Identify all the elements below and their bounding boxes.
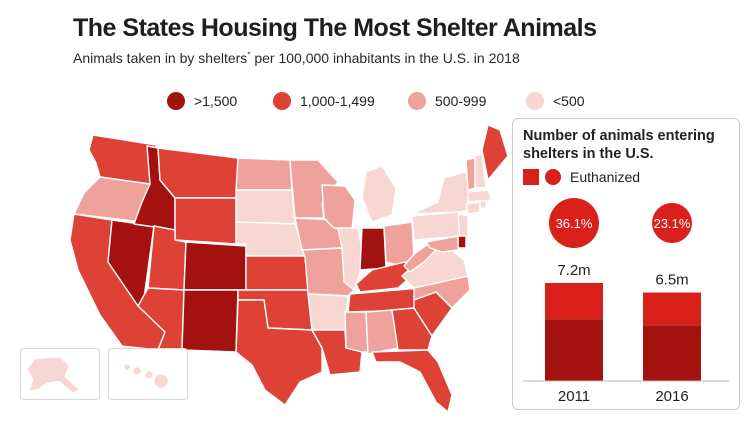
state-CT	[465, 201, 481, 215]
state-MI	[361, 165, 397, 223]
state-ND	[235, 157, 293, 191]
legend-label: 500-999	[435, 93, 487, 109]
alaska-inset	[20, 348, 100, 400]
state-CO	[183, 241, 247, 291]
legend-item: >1,500	[167, 92, 237, 110]
panel-title: Number of animals entering shelters in t…	[523, 128, 715, 162]
state-HI	[123, 363, 169, 389]
state-OR	[73, 176, 151, 223]
state-DE	[457, 235, 467, 249]
state-NJ	[457, 213, 469, 241]
hawaii-inset	[108, 348, 188, 400]
map-legend: >1,500 1,000-1,499 500-999 <500	[0, 92, 750, 114]
bar-euthanized-segment	[545, 283, 603, 320]
state-SD	[235, 189, 296, 225]
legend-label: 1,000-1,499	[300, 93, 375, 109]
legend-swatch	[167, 92, 185, 110]
legend-item: <500	[526, 92, 585, 110]
state-AK	[26, 356, 80, 394]
state-NE	[235, 221, 306, 257]
euthanized-percent-bubble	[549, 198, 599, 248]
subtitle-text: Animals taken in by shelters	[73, 50, 248, 66]
state-AR	[307, 293, 349, 331]
state-KS	[245, 255, 309, 291]
legend-item: 1,000-1,499	[273, 92, 375, 110]
state-GA	[391, 307, 433, 351]
state-NM	[181, 289, 239, 353]
bar-value-label: 7.2m	[557, 262, 590, 279]
state-ME	[481, 124, 509, 181]
bar-chart: 7.2m 36.1% 2011 6.5m 23.1% 2016	[523, 198, 729, 405]
page-title: The States Housing The Most Shelter Anim…	[73, 14, 597, 42]
legend-item: 500-999	[408, 92, 486, 110]
state-PA	[411, 211, 463, 241]
state-NH	[474, 153, 487, 189]
euthanized-percent-label: 23.1%	[654, 216, 691, 231]
footnote-marker: *	[247, 50, 251, 60]
legend-swatch	[408, 92, 426, 110]
year-label: 2011	[558, 388, 590, 405]
subtitle: Animals taken in by shelters* per 100,00…	[73, 50, 520, 66]
state-MS	[344, 311, 369, 353]
euthanized-square-swatch	[523, 169, 539, 185]
year-label: 2016	[655, 388, 688, 405]
legend-swatch	[526, 92, 544, 110]
state-FL	[371, 349, 453, 413]
bar-remaining-segment	[545, 319, 603, 381]
subtitle-rest: per 100,000 inhabitants in the U.S. in 2…	[250, 50, 520, 66]
state-IN	[359, 227, 387, 271]
state-MD	[425, 235, 459, 253]
euthanized-percent-label: 36.1%	[556, 216, 593, 231]
legend-label: >1,500	[194, 93, 238, 109]
bar-value-label: 6.5m	[655, 272, 688, 289]
euthanized-percent-bubble	[652, 203, 692, 243]
state-TX	[235, 299, 323, 406]
state-VT	[465, 157, 476, 191]
state-IL	[337, 227, 365, 291]
legend-label: <500	[553, 93, 585, 109]
state-MT	[157, 147, 239, 199]
bar-remaining-segment	[643, 325, 701, 381]
euthanized-legend-label: Euthanized	[570, 169, 641, 185]
euthanized-circle-swatch	[545, 169, 561, 185]
state-MA	[467, 189, 493, 203]
panel-legend: Euthanized	[523, 169, 640, 185]
state-WY	[174, 197, 237, 245]
state-WA	[88, 134, 157, 185]
shelter-intake-panel: Number of animals entering shelters in t…	[512, 118, 740, 410]
state-AL	[365, 309, 399, 355]
state-NY	[411, 171, 473, 215]
legend-swatch	[273, 92, 291, 110]
bar-euthanized-segment	[643, 292, 701, 326]
